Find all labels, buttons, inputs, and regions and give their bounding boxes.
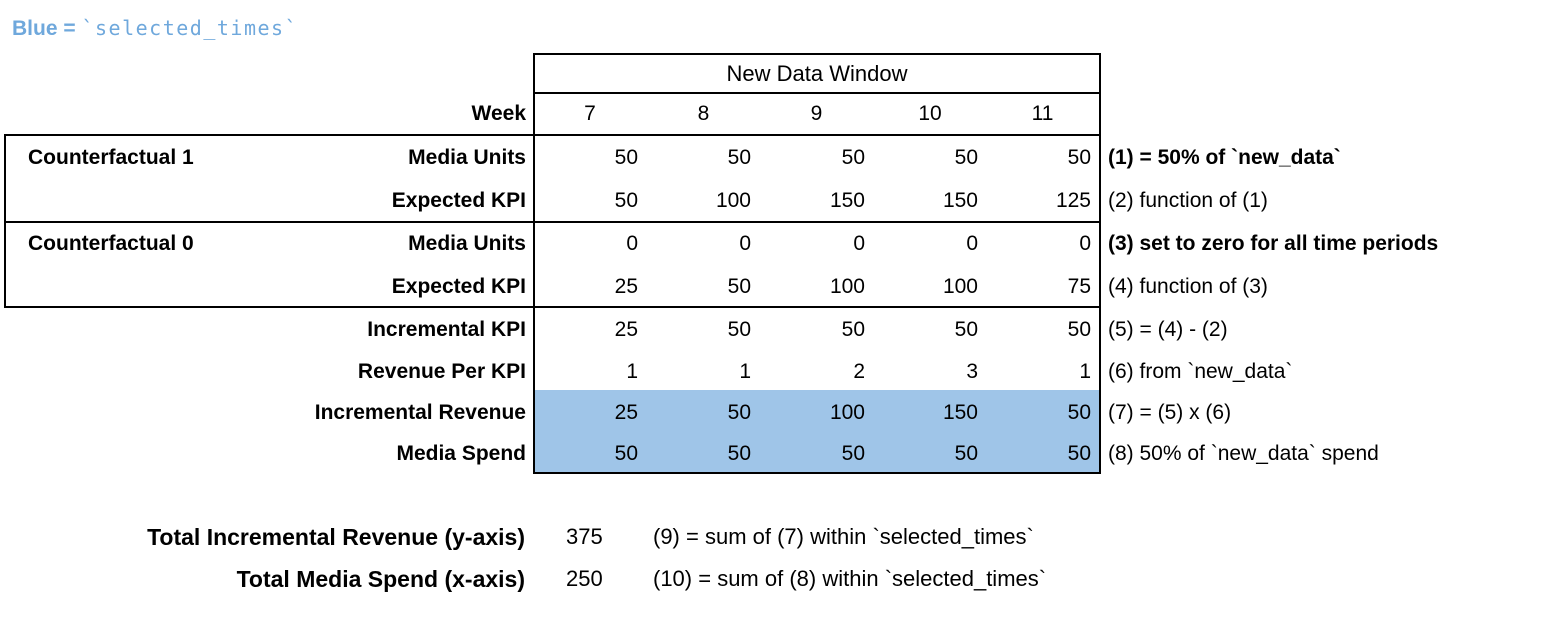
legend-variable-code: `selected_times` (81, 16, 299, 40)
summary-value-total-media-spend: 250 (566, 566, 603, 591)
week-col-7: 7 (584, 102, 596, 125)
legend-note: Blue = `selected_times` (12, 16, 298, 41)
table-border-data-left (533, 53, 535, 474)
table-border-below-cf1 (4, 221, 1101, 223)
row-note-3: (3) set to zero for all time periods (1108, 232, 1439, 255)
group-label-counterfactual-0: Counterfactual 0 (28, 232, 194, 255)
row-note-4: (4) function of (3) (1108, 275, 1268, 298)
row-note-1: (1) = 50% of `new_data` (1108, 146, 1341, 169)
table-cell: 0 (1079, 232, 1091, 255)
table-cell: 50 (1067, 318, 1091, 341)
row-label-expected-kpi-cf0: Expected KPI (391, 275, 526, 298)
table-cell: 25 (614, 318, 638, 341)
week-col-8: 8 (697, 102, 710, 125)
table-cell: 3 (966, 360, 978, 383)
table-cell: 1 (626, 360, 638, 383)
week-col-11: 11 (1031, 102, 1054, 125)
table-border-below-week (4, 134, 1101, 136)
week-row-label: Week (471, 102, 526, 125)
table-cell: 50 (727, 275, 751, 298)
summary-value-total-incremental-revenue: 375 (566, 524, 603, 549)
table-cell: 25 (614, 275, 638, 298)
table-cell: 150 (829, 189, 865, 212)
row-label-revenue-per-kpi: Revenue Per KPI (357, 360, 526, 383)
new-data-window-header: New Data Window (726, 61, 908, 86)
table-border-below-cf0 (4, 306, 1101, 308)
table-cell-highlighted: 50 (1067, 401, 1091, 424)
row-note-5: (5) = (4) - (2) (1108, 318, 1228, 341)
table-cell: 2 (853, 360, 865, 383)
table-cell-highlighted: 50 (954, 442, 978, 465)
table-cell-highlighted: 100 (829, 401, 865, 424)
table-cell: 0 (626, 232, 638, 255)
summary-label-total-incremental-revenue: Total Incremental Revenue (y-axis) (147, 524, 525, 550)
table-cell: 50 (1067, 146, 1091, 169)
table-cell-highlighted: 50 (727, 401, 751, 424)
table-cell: 1 (1079, 360, 1091, 383)
row-label-expected-kpi-cf1: Expected KPI (391, 189, 526, 212)
table-cell: 50 (614, 189, 638, 212)
row-label-media-units-cf0: Media Units (408, 232, 526, 255)
week-col-10: 10 (918, 102, 942, 125)
table-cell: 50 (727, 318, 751, 341)
table-cell: 0 (853, 232, 865, 255)
row-note-7: (7) = (5) x (6) (1108, 401, 1232, 424)
table-cell-highlighted: 50 (727, 442, 751, 465)
table-cell: 50 (954, 318, 978, 341)
table-cell-highlighted: 50 (841, 442, 865, 465)
selected-times-highlight (535, 390, 1099, 474)
summary-note-10: (10) = sum of (8) within `selected_times… (653, 566, 1047, 591)
row-label-media-units-cf1: Media Units (408, 146, 526, 169)
table-cell: 150 (942, 189, 978, 212)
table-cell-highlighted: 150 (942, 401, 978, 424)
table-cell: 1 (739, 360, 751, 383)
week-col-9: 9 (810, 102, 823, 125)
table-cell: 125 (1055, 189, 1091, 212)
table-cell: 0 (739, 232, 751, 255)
group-label-counterfactual-1: Counterfactual 1 (28, 146, 194, 169)
table-border-labels-left (4, 134, 6, 308)
table-cell: 50 (841, 146, 865, 169)
table-cell: 100 (715, 189, 751, 212)
row-label-media-spend: Media Spend (396, 442, 526, 465)
row-label-incremental-kpi: Incremental KPI (367, 318, 526, 341)
summary-note-9: (9) = sum of (7) within `selected_times` (653, 524, 1034, 549)
table-cell-highlighted: 50 (1067, 442, 1091, 465)
row-note-2: (2) function of (1) (1108, 189, 1268, 212)
table-cell: 100 (829, 275, 865, 298)
table-border-bottom (533, 472, 1101, 474)
table-cell-highlighted: 25 (614, 401, 638, 424)
table-border-top (533, 53, 1101, 55)
table-cell: 100 (942, 275, 978, 298)
table-border-below-header (533, 92, 1101, 94)
table-cell: 50 (614, 146, 638, 169)
table-cell: 50 (841, 318, 865, 341)
row-note-8: (8) 50% of `new_data` spend (1108, 442, 1379, 465)
table-cell: 50 (954, 146, 978, 169)
legend-color-word: Blue = (12, 17, 82, 40)
table-cell-highlighted: 50 (614, 442, 638, 465)
table-cell: 50 (727, 146, 751, 169)
row-label-incremental-revenue: Incremental Revenue (314, 401, 526, 424)
table-cell: 75 (1067, 275, 1091, 298)
row-note-6: (6) from `new_data` (1108, 360, 1293, 383)
summary-label-total-media-spend: Total Media Spend (x-axis) (236, 566, 525, 592)
table-cell: 0 (966, 232, 978, 255)
table-border-data-right (1099, 53, 1101, 474)
